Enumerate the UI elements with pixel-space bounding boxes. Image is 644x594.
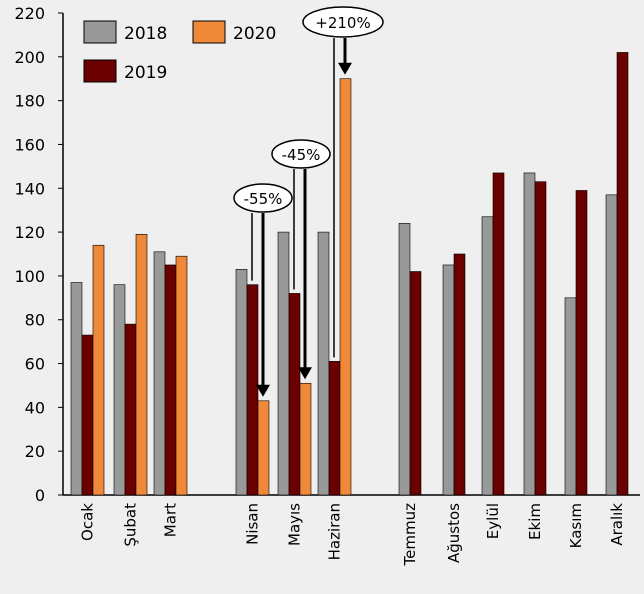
bar — [453, 253, 466, 496]
y-tick-label: 0 — [35, 486, 45, 505]
legend-label: 2020 — [233, 24, 276, 44]
bar — [235, 269, 248, 496]
bar — [616, 52, 629, 496]
legend-label: 2019 — [124, 63, 167, 83]
bar — [481, 216, 494, 496]
bar — [288, 293, 301, 496]
y-tick-label: 180 — [14, 92, 45, 111]
bar — [124, 323, 137, 496]
legend-swatch — [192, 20, 226, 44]
bar — [442, 264, 455, 496]
y-tick-label: 40 — [25, 398, 45, 417]
bar — [328, 361, 341, 496]
annotation-bubble — [302, 6, 384, 38]
y-tick-label: 160 — [14, 135, 45, 154]
bar — [246, 284, 259, 496]
x-tick-label: Eylül — [484, 503, 502, 539]
bar — [575, 190, 588, 496]
bar — [564, 297, 577, 496]
annotation-label: +210% — [315, 14, 370, 32]
bar — [409, 271, 422, 496]
legend: 2018 2019 2020 — [83, 20, 276, 83]
bar — [277, 231, 290, 496]
bar — [92, 244, 105, 496]
bar — [605, 194, 618, 496]
legend-swatch — [83, 59, 117, 83]
annotation-arrowhead — [298, 367, 312, 380]
annotation-bubble — [233, 183, 293, 213]
x-tick-label: Ekim — [526, 503, 544, 540]
legend-label: 2018 — [124, 24, 167, 44]
bar — [317, 231, 330, 496]
bar — [81, 334, 94, 496]
bar — [257, 400, 270, 496]
annotation-label: -55% — [244, 190, 283, 208]
bar — [534, 181, 547, 496]
x-tick-label: Mart — [162, 503, 180, 537]
bar — [113, 284, 126, 496]
bar — [135, 233, 148, 496]
annotation-arrowhead — [256, 384, 270, 397]
bar — [164, 264, 177, 496]
y-tick-label: 140 — [14, 179, 45, 198]
bar — [398, 223, 411, 496]
bar — [175, 255, 188, 496]
annotation-label: -45% — [282, 146, 321, 164]
x-tick-label: Mayıs — [286, 503, 304, 546]
bar — [299, 382, 312, 496]
annotations: -55% -45% +210% — [233, 6, 384, 397]
bar — [492, 172, 505, 496]
y-tick-label: 20 — [25, 442, 45, 461]
y-tick-label: 220 — [14, 4, 45, 23]
annotation-arrowhead — [338, 62, 352, 75]
bar — [339, 78, 352, 496]
legend-swatch — [83, 20, 117, 44]
x-tick-label: Aralık — [608, 503, 626, 546]
y-tick-label: 80 — [25, 311, 45, 330]
x-tick-label: Şubat — [122, 503, 140, 547]
bars — [70, 52, 629, 496]
x-tick-label: Nisan — [244, 503, 262, 545]
annotation-bubble — [271, 139, 331, 169]
x-tick-label: Temmuz — [401, 503, 419, 567]
y-tick-label: 120 — [14, 223, 45, 242]
y-tick-label: 60 — [25, 355, 45, 374]
bar — [153, 251, 166, 496]
x-tick-label: Haziran — [326, 503, 344, 560]
y-tick-label: 100 — [14, 267, 45, 286]
x-tick-label: Ağustos — [445, 503, 463, 563]
y-tick-label: 200 — [14, 48, 45, 67]
x-tick-label: Ocak — [79, 503, 97, 541]
axes: 0 20 40 60 80 100 120 140 160 180 200 220 Ocak Şubat M… — [14, 4, 640, 566]
x-tick-label: Kasım — [567, 503, 585, 548]
bar — [523, 172, 536, 496]
bar — [70, 282, 83, 496]
